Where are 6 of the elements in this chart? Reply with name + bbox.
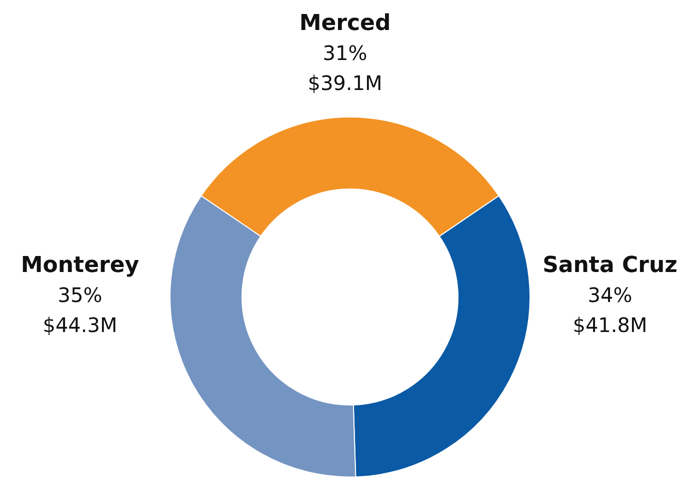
data-label: 34% $41.8M (572, 283, 648, 337)
slice-label: Santa Cruz (542, 253, 678, 278)
data-label: 31% $39.1M (308, 41, 382, 95)
data-label: 35% $44.3M (42, 283, 118, 337)
slice-label: Monterey (20, 253, 140, 278)
slice-label: Merced (299, 11, 391, 36)
